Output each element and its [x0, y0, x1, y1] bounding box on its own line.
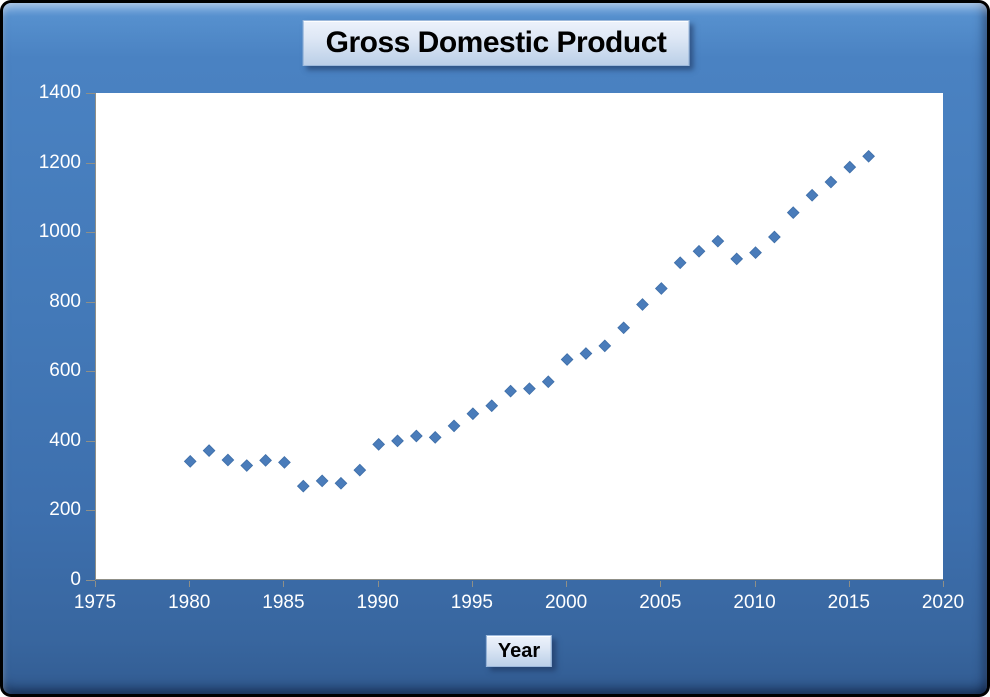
- data-point[interactable]: [730, 252, 744, 266]
- data-point[interactable]: [636, 298, 649, 311]
- x-axis-tick-label: 2000: [544, 592, 588, 613]
- y-axis-tick-label: 400: [49, 429, 81, 451]
- x-axis-tick: [566, 581, 568, 587]
- x-axis-tick: [189, 581, 191, 587]
- x-axis-tick: [943, 581, 944, 587]
- data-point[interactable]: [409, 429, 423, 443]
- y-axis-tick: [86, 371, 95, 373]
- y-axis-tick-label: 1000: [38, 221, 81, 243]
- y-axis-tick-label: 800: [49, 290, 81, 312]
- x-axis-tick-label: 1990: [356, 592, 399, 613]
- x-axis-tick-label: 1985: [262, 592, 305, 613]
- data-point[interactable]: [786, 206, 800, 220]
- y-axis-tick: [86, 301, 95, 303]
- data-point[interactable]: [391, 434, 404, 448]
- x-axis-title[interactable]: Year: [485, 635, 553, 667]
- data-point[interactable]: [711, 234, 725, 248]
- y-axis-tick: [86, 162, 95, 164]
- data-point[interactable]: [824, 175, 838, 189]
- y-axis-tick-label: 200: [49, 499, 81, 521]
- y-axis-tick: [86, 232, 95, 234]
- data-point[interactable]: [654, 282, 668, 295]
- plot-area[interactable]: [95, 93, 943, 580]
- y-axis-tick-label: 0: [70, 569, 81, 590]
- data-point[interactable]: [183, 455, 197, 468]
- data-point[interactable]: [862, 149, 875, 163]
- scatter-points-layer[interactable]: [96, 93, 943, 579]
- data-point[interactable]: [353, 463, 367, 477]
- y-axis-tick: [86, 440, 95, 442]
- data-point[interactable]: [805, 188, 819, 202]
- x-axis-tick: [377, 581, 379, 587]
- x-axis-tick-label: 2020: [921, 592, 965, 613]
- data-point[interactable]: [692, 244, 706, 258]
- x-axis-tick: [471, 581, 473, 587]
- data-point[interactable]: [296, 479, 310, 493]
- data-point[interactable]: [541, 375, 555, 389]
- data-point[interactable]: [504, 384, 517, 398]
- x-axis-tick: [95, 581, 96, 587]
- data-point[interactable]: [221, 453, 235, 467]
- data-point[interactable]: [617, 321, 631, 335]
- x-axis-tick: [283, 581, 285, 587]
- y-axis-tick: [86, 510, 95, 512]
- data-point[interactable]: [523, 382, 536, 396]
- data-point[interactable]: [485, 399, 499, 413]
- x-axis-tick-label: 2010: [733, 592, 776, 613]
- data-point[interactable]: [240, 459, 254, 472]
- data-point[interactable]: [560, 353, 574, 366]
- data-point[interactable]: [315, 474, 329, 488]
- x-axis-tick-label: 1975: [73, 592, 117, 613]
- data-point[interactable]: [579, 347, 593, 360]
- data-point[interactable]: [259, 453, 272, 467]
- data-point[interactable]: [372, 437, 386, 451]
- y-axis-tick-label: 1400: [38, 82, 81, 103]
- data-point[interactable]: [334, 476, 348, 490]
- data-point[interactable]: [466, 407, 480, 421]
- x-axis-tick-label: 2015: [827, 592, 870, 613]
- data-point[interactable]: [598, 339, 612, 353]
- data-point[interactable]: [673, 256, 687, 270]
- data-point[interactable]: [447, 419, 461, 433]
- y-axis-tick-label: 600: [49, 360, 81, 382]
- data-point[interactable]: [843, 160, 857, 174]
- chart-background[interactable]: 0 200 400 600 800 1000 1200 1400 1975 1980 1985 19…: [3, 3, 987, 694]
- x-axis-tick: [754, 581, 756, 587]
- data-point[interactable]: [278, 456, 291, 469]
- data-point[interactable]: [428, 431, 442, 444]
- x-axis-tick: [848, 581, 850, 587]
- chart-title[interactable]: Gross Domestic Product: [302, 20, 690, 66]
- y-axis-tick-label: 1200: [38, 151, 81, 173]
- x-axis-tick-label: 1995: [450, 592, 494, 613]
- x-axis-tick: [660, 581, 662, 587]
- x-axis-tick-label: 1980: [168, 592, 211, 613]
- y-axis-tick: [86, 93, 95, 94]
- y-axis-tick: [86, 580, 95, 581]
- x-axis-tick-label: 2005: [639, 592, 682, 613]
- data-point[interactable]: [749, 246, 762, 260]
- data-point[interactable]: [202, 444, 216, 457]
- data-point[interactable]: [768, 230, 781, 244]
